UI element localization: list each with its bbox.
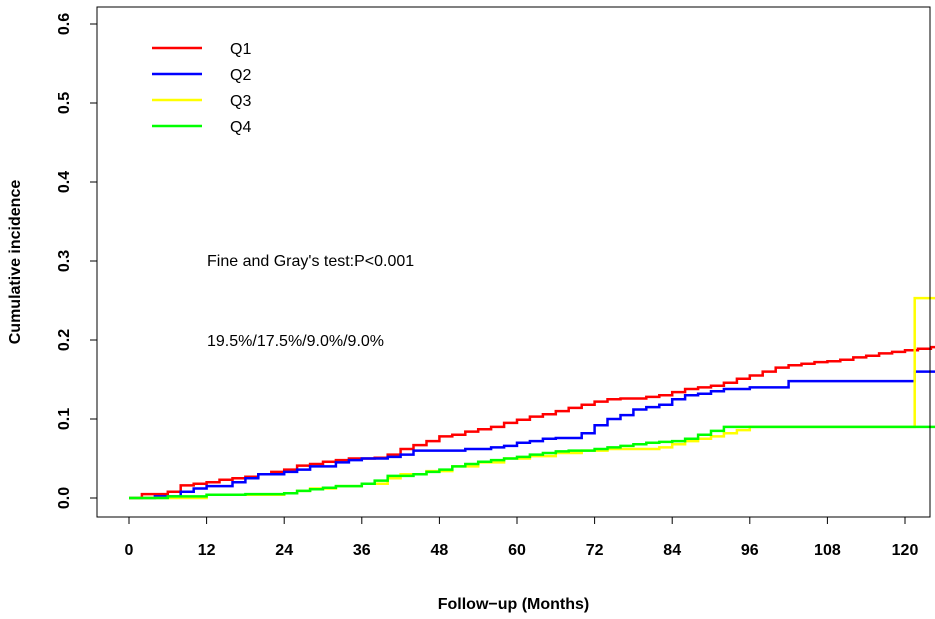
y-tick-label: 0.6 xyxy=(56,13,73,35)
x-tick-label: 0 xyxy=(125,542,134,559)
series-line-q1 xyxy=(129,345,935,500)
x-tick-label: 84 xyxy=(663,542,681,559)
y-tick-label: 0.3 xyxy=(56,250,73,272)
legend-label-q2: Q2 xyxy=(230,67,251,84)
x-tick-label: 24 xyxy=(275,542,293,559)
y-tick-label: 0.5 xyxy=(56,92,73,114)
legend-label-q3: Q3 xyxy=(230,93,251,110)
x-tick-label: 96 xyxy=(741,542,759,559)
series-line-q2 xyxy=(129,370,935,500)
y-tick-label: 0.4 xyxy=(56,171,73,193)
x-tick-label: 60 xyxy=(508,542,526,559)
x-tick-label: 48 xyxy=(431,542,449,559)
series-line-q3 xyxy=(129,296,935,500)
x-tick-label: 108 xyxy=(814,542,841,559)
x-tick-label: 36 xyxy=(353,542,371,559)
legend-label-q4: Q4 xyxy=(230,119,251,136)
legend: Q1 Q2 Q3 Q4 xyxy=(152,41,251,136)
plot-frame xyxy=(96,6,931,518)
series-line-q4 xyxy=(129,425,935,500)
y-tick-label: 0.0 xyxy=(56,487,73,509)
percent-annotation: 19.5%/17.5%/9.0%/9.0% xyxy=(207,333,384,350)
legend-label-q1: Q1 xyxy=(230,41,251,58)
series-lines xyxy=(129,296,935,500)
x-tick-label: 72 xyxy=(586,542,604,559)
y-axis-label: Cumulative incidence xyxy=(7,180,24,345)
x-axis-label: Follow−up (Months) xyxy=(438,596,590,613)
x-tick-label: 12 xyxy=(198,542,216,559)
y-tick-label: 0.1 xyxy=(56,408,73,430)
y-tick-label: 0.2 xyxy=(56,329,73,351)
x-tick-label: 120 xyxy=(892,542,919,559)
test-annotation: Fine and Gray's test:P<0.001 xyxy=(207,253,414,270)
axes-ticks: 0 12 24 36 48 60 72 84 96 108 120 0.0 0.1 0.2 0.3 0.4 0.… xyxy=(56,13,918,559)
